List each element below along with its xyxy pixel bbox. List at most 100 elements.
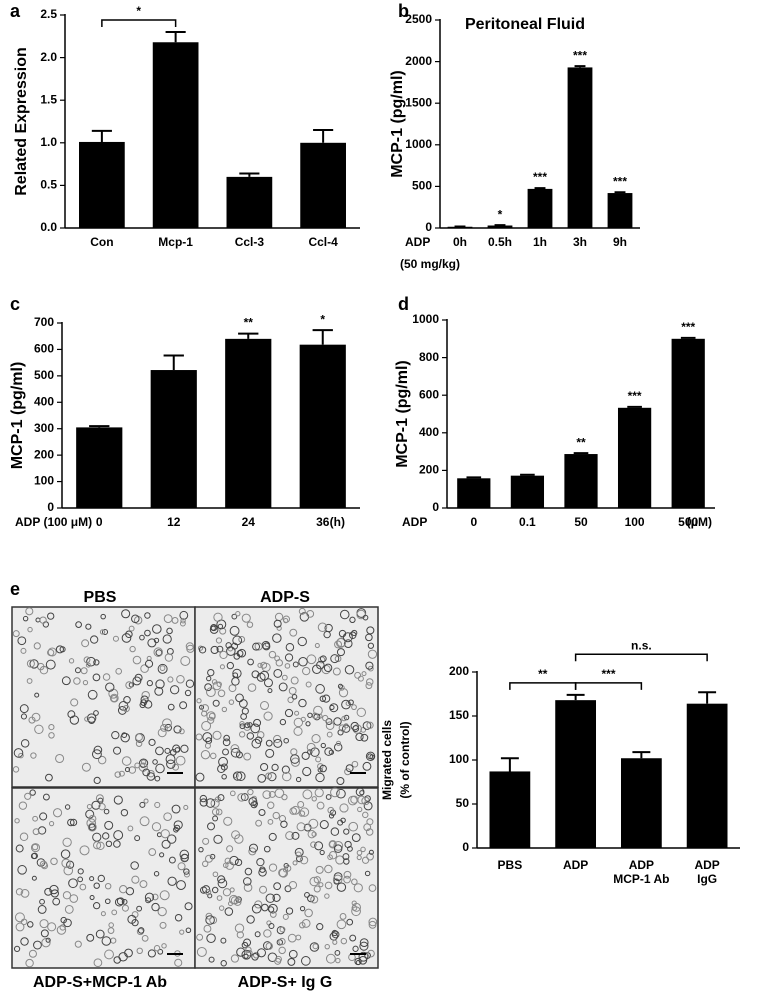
cell [246, 621, 254, 628]
cell [20, 918, 28, 926]
cell [329, 703, 339, 713]
cell [183, 871, 190, 878]
cell [261, 903, 269, 912]
cell [93, 710, 99, 716]
y-tick-label: 100 [449, 752, 469, 766]
y-tick-label: 700 [34, 315, 54, 329]
cell [209, 752, 217, 760]
cell [347, 846, 353, 852]
cell [359, 941, 369, 951]
cell [196, 946, 207, 957]
cell [349, 616, 356, 623]
cell [27, 626, 33, 633]
x-tick-label: IgG [697, 872, 717, 886]
y-tick-label: 2.5 [40, 7, 57, 21]
y-tick-label: 0.0 [40, 220, 57, 234]
cell [201, 720, 212, 731]
cell [48, 821, 55, 827]
cell [47, 649, 55, 657]
cell [40, 929, 49, 938]
cell [282, 867, 289, 873]
cell [315, 684, 325, 694]
cell [314, 643, 320, 649]
cell [327, 806, 335, 814]
cell [232, 771, 243, 781]
y-axis-label: MCP-1 (pg/ml) [394, 360, 411, 468]
cell [148, 738, 156, 746]
cell [359, 938, 369, 948]
cell [316, 660, 325, 670]
cell [312, 943, 319, 950]
cell [324, 943, 330, 950]
cell [366, 678, 374, 686]
cell [164, 653, 174, 662]
cell [49, 884, 59, 895]
cell [174, 913, 183, 922]
cell [146, 680, 153, 687]
cell [113, 746, 122, 755]
cell [296, 822, 306, 832]
bar [555, 700, 597, 848]
y-tick-label: 500 [412, 179, 432, 193]
cell [217, 878, 228, 889]
cell [132, 655, 142, 665]
cell [222, 748, 229, 756]
cell [144, 892, 155, 902]
x-tick-label: 0.5h [488, 235, 512, 249]
cell [367, 949, 375, 958]
cell [173, 824, 181, 832]
cell [206, 687, 216, 698]
cell [265, 942, 273, 950]
bar [620, 758, 662, 848]
cell [20, 889, 30, 898]
cell [301, 918, 311, 928]
cell [47, 612, 55, 620]
cell [95, 794, 104, 803]
error-bar [627, 405, 642, 408]
cell [202, 860, 209, 868]
cell [201, 704, 210, 713]
cell [100, 911, 106, 917]
bar [79, 141, 125, 228]
cell [234, 834, 244, 844]
cell [120, 808, 129, 817]
y-axis-label: Migrated cells [380, 720, 394, 800]
cell [284, 885, 292, 893]
cell [328, 749, 335, 755]
cell [328, 840, 337, 849]
cell [356, 854, 362, 861]
bracket [509, 682, 577, 690]
error-bar [698, 691, 717, 704]
cell [89, 895, 95, 901]
cell [279, 718, 287, 726]
cell [45, 773, 53, 782]
cell [93, 776, 101, 785]
cell [342, 632, 353, 643]
cell [128, 625, 135, 632]
cell [90, 635, 99, 644]
cell [330, 787, 340, 798]
cell [68, 878, 78, 889]
cell [19, 704, 29, 714]
cell [336, 776, 345, 786]
cell [336, 788, 346, 799]
cell [152, 624, 162, 634]
cell [55, 645, 64, 654]
cell [291, 805, 300, 815]
y-tick-label: 200 [34, 447, 54, 461]
cell [229, 855, 239, 866]
cell [47, 922, 57, 932]
cell [167, 676, 174, 683]
cell [228, 699, 235, 705]
cell [56, 925, 67, 935]
cell [18, 801, 28, 810]
cell [207, 716, 215, 724]
cell [198, 846, 204, 853]
y-tick-label: 0 [47, 500, 54, 514]
cell [334, 949, 341, 956]
cell [305, 681, 312, 688]
y-tick-label: 1.5 [40, 92, 57, 106]
cell [238, 731, 246, 738]
significance: ** [576, 435, 586, 449]
cell [292, 860, 298, 866]
